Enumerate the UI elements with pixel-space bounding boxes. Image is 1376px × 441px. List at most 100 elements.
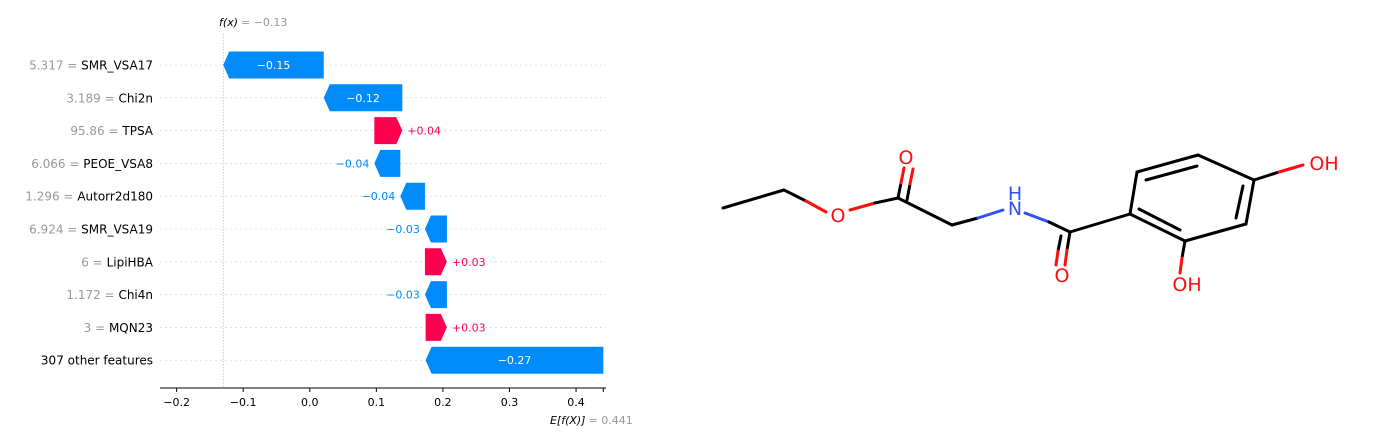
bond [1128,170,1139,216]
bond [1047,220,1072,234]
fx-label-prefix: f(x) [219,16,238,29]
fx-label: f(x) = −0.13 [219,16,287,29]
fx-label-value: = −0.13 [241,16,287,29]
atom-label-amide-carbonyl-oxygen: O [1055,265,1070,287]
bond [1054,249,1060,267]
feature-label: 307 other features [41,354,153,368]
bar-value-label: −0.12 [346,92,380,105]
feature-label: 95.86 = TPSA [70,124,153,138]
bar-value-label: +0.04 [407,125,441,138]
bond [899,166,906,185]
bar-value-label: +0.03 [452,256,486,269]
bars: −0.15 −0.12 +0.04 −0.04 −0.04 −0.03 +0.03 −0.03… [223,51,604,374]
bond [1128,212,1187,243]
feature-name: PEOE_VSA8 [83,157,153,171]
negative-bar [424,281,447,309]
feature-label: 3 = MQN23 [84,321,153,335]
feature-label: 6 = LipiHBA [81,255,154,269]
bar-value-label: −0.15 [257,59,291,72]
x-tick-label: 0.4 [567,396,585,409]
feature-name: Chi4n [118,288,153,302]
negative-bar [223,51,324,79]
atom-label-ester-oxygen: O [831,205,846,227]
feature-value: 3 = [84,321,109,335]
bond [976,208,1005,220]
x-tick-label: −0.2 [163,396,190,409]
feature-name: 307 other features [41,354,153,368]
bar-value-label: −0.04 [336,157,370,170]
bond [721,188,786,210]
feature-value: 1.296 = [25,190,77,204]
atom-label-amide-nitrogen: N [1008,198,1022,220]
bond [896,196,954,227]
feature-value: 6 = [81,255,106,269]
x-tick-label: 0.3 [501,396,519,409]
atom-label-ortho-hydroxyl: OH [1172,274,1201,296]
bond [905,182,912,202]
bond [1023,211,1051,224]
negative-bar [323,84,403,112]
feature-name: Autorr2d180 [77,190,153,204]
feature-name: SMR_VSA17 [81,59,153,73]
positive-bar [424,248,447,276]
bond [896,181,903,200]
negative-bar [425,346,604,374]
bond [1178,256,1184,275]
bond [950,216,980,227]
feature-name: LipiHBA [107,255,154,269]
bond [1234,184,1245,220]
feature-label: 1.172 = Chi4n [66,288,153,302]
bond [1277,163,1305,174]
bond [782,188,808,203]
bar-value-label: −0.04 [362,190,396,203]
row-labels: 5.317 = SMR_VSA17 3.189 = Chi2n 95.86 = TP… [25,59,154,368]
bond [908,167,915,186]
bond [1065,230,1072,252]
ex-label: E[f(X)] = 0.441 [550,414,633,427]
bond [1244,178,1256,226]
bar-value-label: −0.03 [386,289,420,302]
atom-label-para-hydroxyl: OH [1309,153,1338,175]
negative-bar [374,149,401,177]
ex-label-prefix: E[f(X)] [550,414,586,427]
bond [1135,153,1200,174]
feature-value: 1.172 = [66,288,118,302]
feature-value: 95.86 = [70,124,122,138]
bond [1056,234,1063,253]
positive-bar [425,313,447,341]
bond [1196,153,1256,182]
feature-label: 6.924 = SMR_VSA19 [29,223,153,237]
x-tick-label: −0.1 [230,396,257,409]
molecule-structure: O O H N O OH OH [721,147,1339,296]
bond [804,199,828,214]
bond [1180,239,1187,260]
bond [1183,222,1248,243]
bond [1063,248,1069,267]
feature-value: 5.317 = [29,59,81,73]
feature-name: Chi2n [118,91,153,105]
x-tick-label: 0.0 [301,396,319,409]
bond [1144,164,1199,182]
feature-value: 3.189 = [66,91,118,105]
atom-label-carbonyl-oxygen: O [899,147,914,169]
ex-label-value: = 0.441 [588,414,632,427]
feature-label: 6.066 = PEOE_VSA8 [31,157,153,171]
feature-name: TPSA [121,124,153,138]
x-tick-label: 0.1 [368,396,386,409]
feature-label: 1.296 = Autorr2d180 [25,190,153,204]
x-axis: −0.2 −0.1 0.0 0.1 0.2 0.3 0.4 [160,387,606,409]
feature-value: 6.066 = [31,157,83,171]
bond [873,196,900,205]
positive-bar [374,117,403,145]
x-tick-label: 0.2 [434,396,452,409]
bond [848,201,877,212]
bar-value-label: −0.03 [386,223,420,236]
atom-label-amide-hydrogen: H [1008,183,1022,205]
feature-label: 3.189 = Chi2n [66,91,153,105]
bar-value-label: −0.27 [498,354,532,367]
negative-bar [400,182,425,210]
feature-name: SMR_VSA19 [81,223,153,237]
feature-label: 5.317 = SMR_VSA17 [29,59,153,73]
bond [1137,207,1182,232]
bar-value-label: +0.03 [452,321,486,334]
